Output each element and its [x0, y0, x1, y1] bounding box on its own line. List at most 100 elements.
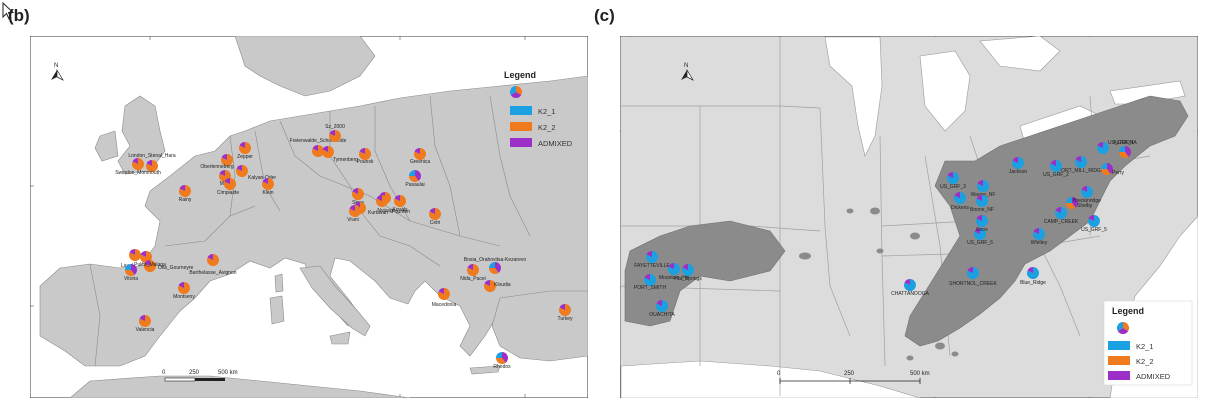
site-pie-port-smith: PORT_SMITH [634, 274, 666, 291]
pie-slice [976, 195, 989, 207]
site-pie-us-grf-1: US_GRF_1 [1097, 140, 1134, 154]
site-pie-perry: Perry [1101, 163, 1124, 176]
pie-slice [496, 352, 502, 358]
pie-slice [977, 180, 990, 192]
site-pie-dickens: Dickens [951, 192, 969, 211]
pie-slice [131, 264, 137, 275]
site-label: Wayne_NF [971, 192, 996, 198]
pie-slice [178, 282, 191, 294]
legend-swatch-k2-1 [510, 106, 532, 115]
site-label: Perry [1112, 170, 1124, 176]
pie-slice [429, 208, 442, 220]
pie-slice [1033, 228, 1046, 240]
svg-text:N: N [54, 63, 58, 69]
site-pie-us-grf-5: US_GRF_5 [1081, 215, 1107, 233]
map-eastern-us[interactable]: N Legend K2_1 K2_2 ADMIXED 0 250 500 km … [620, 36, 1198, 398]
legend: Legend K2_1 K2_2 ADMIXED [504, 70, 573, 148]
site-label: US_GRF_3 [940, 184, 966, 190]
site-label: Bosia_Orahovitsa-Kezarevo [464, 257, 526, 263]
site-pie-macedonia: Macedonia [432, 288, 456, 308]
pie-slice [1072, 197, 1078, 208]
pie-slice [1081, 186, 1094, 198]
svg-text:0: 0 [162, 370, 166, 376]
pie-slice [489, 262, 495, 268]
pie-slice [489, 268, 499, 274]
pie-slice [1088, 215, 1101, 227]
pie-slice [1119, 146, 1125, 152]
pie-slice [359, 148, 372, 160]
pie-slice [178, 282, 184, 288]
site-label: ALTOONA [1113, 140, 1137, 146]
site-pie-fayetteville: FAYETTEVILLE [634, 251, 670, 269]
site-label: Breckinridge [1073, 198, 1101, 204]
site-pie-blue-ridge: Blue_Ridge [1020, 267, 1046, 286]
pie-slice [322, 146, 328, 152]
legend-label-k2-1: K2_1 [1136, 342, 1154, 351]
pie-slice [1012, 157, 1018, 163]
site-label: Swindon_Monmouth [115, 170, 161, 176]
pie-slice [139, 315, 152, 327]
site-pie-montseny: Montseny [173, 282, 195, 300]
pie-slice [974, 228, 980, 234]
site-pie-chattanooga: CHATTANOOGA [891, 279, 930, 297]
site-label: US_GRF_2 [1043, 172, 1069, 178]
site-label: OUACHITA [649, 312, 675, 318]
site-label: Freienwalde_Schorfheide [290, 138, 347, 144]
site-label: US_GRF_5 [1081, 227, 1107, 233]
pie-slice [904, 279, 910, 285]
site-pie-breckinridge: Breckinridge [1073, 186, 1101, 204]
pie-slice [1012, 157, 1025, 169]
site-label: Sz_2000 [325, 124, 345, 130]
site-pie-us-grf-6: US_GRF_6 [967, 228, 993, 246]
site-pie-vitoria: Vitoria [124, 264, 138, 282]
site-pie-boone-nf: Boone_NF [970, 195, 994, 213]
pie-slice [1075, 156, 1081, 162]
site-label: Jackson [1009, 169, 1028, 175]
pie-slice [1075, 156, 1088, 168]
pie-slice [394, 195, 407, 207]
pie-slice [974, 228, 987, 240]
site-pie-jackson: Jackson [1009, 157, 1028, 175]
pie-slice [376, 195, 389, 207]
site-pie-vrani: Vrani [347, 205, 362, 223]
site-label: US_GRF_1 [1108, 140, 1134, 146]
site-pie-ouachita: OUACHITA [649, 300, 675, 318]
pie-slice [904, 279, 917, 291]
panel-label-c: (c) [594, 6, 615, 25]
pie-slice [1027, 267, 1033, 273]
pie-slice [1033, 228, 1039, 234]
legend-title: Legend [504, 70, 536, 80]
pie-slice [656, 300, 662, 306]
site-label: Hot_Springs [674, 276, 702, 282]
site-pie-klein: Klein [262, 178, 275, 196]
legend-pie-icon [1116, 322, 1130, 335]
site-pie-pounsk: Pounsk [357, 148, 374, 165]
map-europe[interactable]: N Legend K2_1 K2_2 ADMIXED 0 250 500 km … [30, 36, 588, 398]
pie-slice [559, 304, 572, 316]
pie-slice [502, 352, 508, 363]
site-label: Turkey [557, 316, 573, 322]
legend-label-k2-2: K2_2 [1136, 357, 1154, 366]
pie-slice [329, 130, 342, 142]
pie-slice [947, 172, 960, 184]
site-label: FAYETTEVILLE [634, 263, 670, 269]
pie-slice [312, 145, 318, 151]
pie-slice [438, 288, 451, 300]
legend-swatch-k2-2 [1108, 356, 1130, 365]
site-label: Pulca_Malaga [134, 262, 166, 268]
pie-slice [236, 165, 249, 177]
site-pie-mountain-hill: Mountain_Hill [659, 263, 689, 281]
pie-slice [359, 148, 365, 154]
site-label: Cetri [430, 220, 441, 226]
pie-slice [976, 215, 982, 221]
site-label: Kurtavan [368, 210, 388, 216]
site-label: Montseny [173, 294, 195, 300]
pie-slice [967, 267, 973, 273]
legend-swatch-k2-2 [510, 122, 532, 131]
pie-slice [644, 274, 657, 286]
pie-slice [144, 260, 150, 266]
pie-slice [1066, 197, 1072, 203]
site-label: Mountain_Hill [659, 275, 689, 281]
site-label: Nyisag [377, 208, 393, 214]
pie-slice [376, 195, 382, 201]
